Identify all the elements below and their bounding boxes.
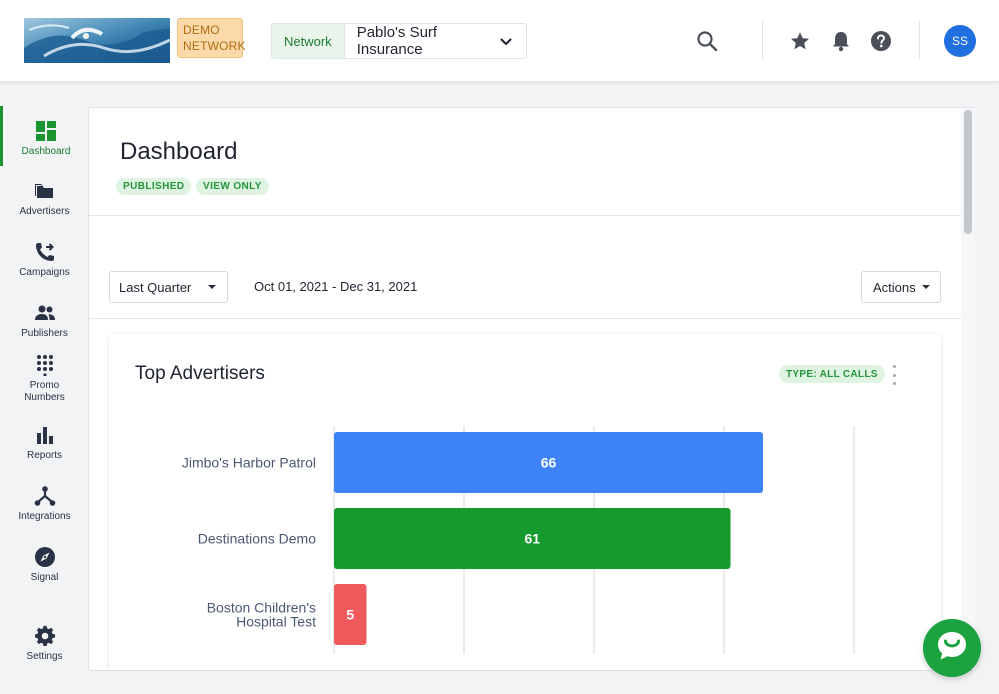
folder-icon — [34, 180, 56, 202]
chat-button[interactable] — [923, 619, 981, 677]
bar-chart-icon — [34, 424, 56, 446]
sidebar-item-promo-numbers[interactable]: Promo Numbers — [0, 354, 89, 404]
sidebar-item-label: Publishers — [21, 328, 68, 339]
caret-down-icon — [208, 285, 216, 289]
avatar[interactable]: SS — [944, 25, 976, 57]
sidebar-item-label: Advertisers — [19, 206, 70, 217]
help-icon[interactable] — [869, 29, 893, 53]
network-label: Network — [272, 24, 345, 58]
sidebar-item-label: Reports — [26, 450, 62, 461]
sidebar-item-reports[interactable]: Reports — [0, 424, 89, 461]
demo-badge-line2: NETWORK — [183, 39, 246, 53]
header-divider — [919, 20, 920, 60]
sidebar-item-label: Settings — [26, 651, 63, 662]
sidebar-item-label: Integrations — [18, 511, 71, 522]
network-select-value: Pablo's Surf Insurance — [356, 24, 438, 58]
phone-forward-icon — [34, 241, 56, 263]
sidebar-item-label-line2: Numbers — [24, 392, 65, 403]
dashboard-icon — [35, 120, 57, 142]
divider — [89, 318, 961, 319]
date-range: Oct 01, 2021 - Dec 31, 2021 — [254, 279, 418, 294]
top-advertisers-chart: 66 Jimbo's Harbor Patrol 61 Destinations De… — [182, 426, 855, 654]
sidebar-item-label: Signal — [30, 572, 59, 583]
dialpad-icon — [34, 354, 56, 377]
bar-2[interactable] — [334, 584, 367, 645]
period-select[interactable]: Last Quarter — [109, 271, 228, 303]
caret-down-icon — [922, 285, 930, 289]
compass-icon — [34, 546, 56, 568]
sidebar-item-label-line1: Promo — [29, 380, 60, 391]
top-advertisers-widget: Top Advertisers TYPE: ALL CALLS 66 Jimbo'… — [109, 334, 941, 670]
scrollbar-thumb[interactable] — [964, 110, 972, 234]
status-badge-view-only: VIEW ONLY — [196, 178, 269, 195]
sidebar-item-settings[interactable]: Settings — [0, 625, 89, 662]
sidebar-item-advertisers[interactable]: Advertisers — [0, 180, 89, 217]
integrations-icon — [34, 485, 56, 507]
chat-icon — [935, 629, 969, 668]
bar-value-label: 66 — [541, 455, 557, 471]
demo-badge-line1: DEMO — [183, 23, 220, 37]
sidebar-item-label: Campaigns — [19, 267, 70, 278]
sidebar-item-publishers[interactable]: Publishers — [0, 302, 89, 339]
bell-icon[interactable] — [829, 29, 853, 53]
widget-title: Top Advertisers — [135, 363, 265, 384]
star-icon[interactable] — [788, 29, 812, 53]
scrollbar-track[interactable] — [961, 108, 975, 670]
demo-network-badge: DEMO NETWORK — [177, 18, 246, 58]
category-label: Boston Children's — [207, 600, 316, 616]
chevron-down-icon — [500, 33, 512, 50]
sidebar-item-dashboard[interactable]: Dashboard — [0, 106, 89, 166]
top-bar: DEMO NETWORK Network Pablo's Surf Insura… — [0, 0, 999, 82]
actions-button-label: Actions — [873, 279, 916, 295]
search-icon[interactable] — [695, 29, 719, 53]
divider — [89, 215, 961, 216]
brand-logo[interactable] — [24, 18, 170, 63]
page-title: Dashboard — [120, 138, 238, 165]
sidebar-item-label: Promo Numbers — [0, 380, 89, 404]
category-label: Destinations Demo — [198, 531, 316, 547]
period-select-value: Last Quarter — [119, 279, 192, 295]
bar-0[interactable] — [334, 432, 763, 493]
header-divider — [762, 20, 763, 60]
bar-value-label: 61 — [524, 531, 540, 547]
bar-value-label: 5 — [346, 607, 354, 623]
sidebar-item-integrations[interactable]: Integrations — [0, 485, 89, 522]
gear-icon — [34, 625, 56, 647]
network-switcher[interactable]: Network Pablo's Surf Insurance — [271, 23, 527, 59]
sidebar-item-signal[interactable]: Signal — [0, 546, 89, 583]
more-options-icon[interactable] — [889, 365, 899, 385]
people-icon — [34, 302, 56, 324]
sidebar-item-campaigns[interactable]: Campaigns — [0, 241, 89, 278]
dashboard-panel: Dashboard PUBLISHED VIEW ONLY Last Quart… — [88, 107, 975, 671]
status-badge-published: PUBLISHED — [116, 178, 192, 195]
actions-button[interactable]: Actions — [861, 271, 941, 303]
type-filter-badge[interactable]: TYPE: ALL CALLS — [779, 365, 885, 383]
bar-1[interactable] — [334, 508, 731, 569]
category-label: Jimbo's Harbor Patrol — [182, 455, 316, 471]
sidebar-item-label: Dashboard — [21, 146, 71, 157]
network-select[interactable]: Pablo's Surf Insurance — [344, 24, 526, 58]
category-label: Hospital Test — [236, 614, 316, 630]
